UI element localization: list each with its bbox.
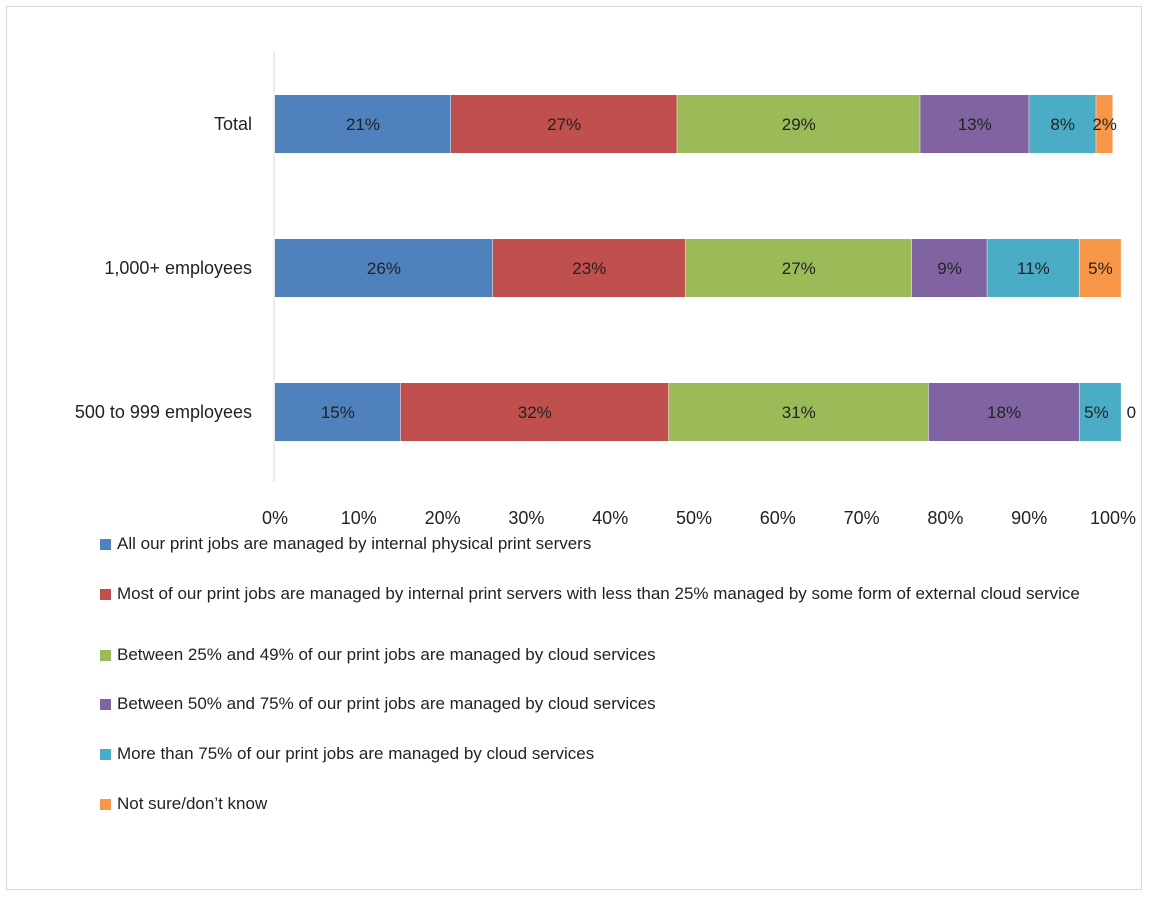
data-label: 26% (367, 259, 401, 278)
legend-item: Not sure/don’t know (100, 793, 267, 815)
bar-segment (492, 239, 686, 297)
x-tick-label: 30% (508, 508, 544, 528)
data-label: 31% (782, 403, 816, 422)
legend-swatch (100, 749, 111, 760)
legend-label: All our print jobs are managed by intern… (117, 534, 592, 553)
legend-item: All our print jobs are managed by intern… (100, 533, 591, 555)
legend-item: Between 25% and 49% of our print jobs ar… (100, 644, 656, 666)
legend-swatch (100, 539, 111, 550)
chart-frame (6, 6, 1142, 890)
category-label: Total (214, 114, 252, 134)
bar-segment (450, 95, 678, 153)
data-label: 11% (1017, 259, 1050, 278)
data-label: 2% (1092, 115, 1117, 134)
x-tick-label: 100% (1090, 508, 1136, 528)
x-tick-label: 80% (927, 508, 963, 528)
data-label: 15% (321, 403, 355, 422)
data-label: 9% (937, 259, 962, 278)
legend-swatch (100, 650, 111, 661)
bar-segment (920, 95, 1030, 153)
legend-swatch (100, 699, 111, 710)
x-tick-label: 70% (844, 508, 880, 528)
x-tick-label: 20% (425, 508, 461, 528)
bar-segment (275, 239, 493, 297)
data-label: 5% (1084, 403, 1109, 422)
legend-label: Between 25% and 49% of our print jobs ar… (117, 645, 656, 664)
bar-segment (1096, 95, 1113, 153)
data-label: 29% (782, 115, 816, 134)
legend-item: More than 75% of our print jobs are mana… (100, 743, 594, 765)
bar-segment (1079, 383, 1122, 441)
x-tick-label: 90% (1011, 508, 1047, 528)
x-tick-label: 50% (676, 508, 712, 528)
bar-segment (911, 239, 988, 297)
bar-segment (668, 383, 929, 441)
legend-label: Not sure/don’t know (117, 794, 268, 813)
data-label: 18% (987, 403, 1021, 422)
bar-segment (400, 383, 669, 441)
bar-segment (987, 239, 1080, 297)
data-label: 27% (782, 259, 816, 278)
data-label: 32% (518, 403, 552, 422)
bar-segment (1079, 239, 1122, 297)
data-label: 8% (1050, 115, 1075, 134)
category-label: 1,000+ employees (104, 258, 252, 278)
x-tick-label: 10% (341, 508, 377, 528)
x-tick-label: 0% (262, 508, 288, 528)
x-tick-label: 60% (760, 508, 796, 528)
bar-segment (677, 95, 921, 153)
category-label: 500 to 999 employees (75, 402, 252, 422)
legend-label: Most of our print jobs are managed by in… (117, 584, 1080, 603)
bar-segment (1029, 95, 1097, 153)
legend-swatch (100, 799, 111, 810)
data-label: 23% (572, 259, 606, 278)
legend-swatch (100, 589, 111, 600)
legend-label: More than 75% of our print jobs are mana… (117, 744, 595, 763)
data-label: 13% (958, 115, 992, 134)
legend-item: Between 50% and 75% of our print jobs ar… (100, 693, 656, 715)
legend-label: Between 50% and 75% of our print jobs ar… (117, 694, 656, 713)
data-label: 5% (1088, 259, 1113, 278)
bar-segment (275, 95, 451, 153)
x-tick-label: 40% (592, 508, 628, 528)
bar-segment (275, 383, 401, 441)
legend-item: Most of our print jobs are managed by in… (100, 583, 1080, 605)
data-label: 21% (346, 115, 380, 134)
bar-segment (685, 239, 912, 297)
data-label: 27% (547, 115, 581, 134)
data-label: 0 (1127, 403, 1136, 422)
bar-segment (928, 383, 1080, 441)
